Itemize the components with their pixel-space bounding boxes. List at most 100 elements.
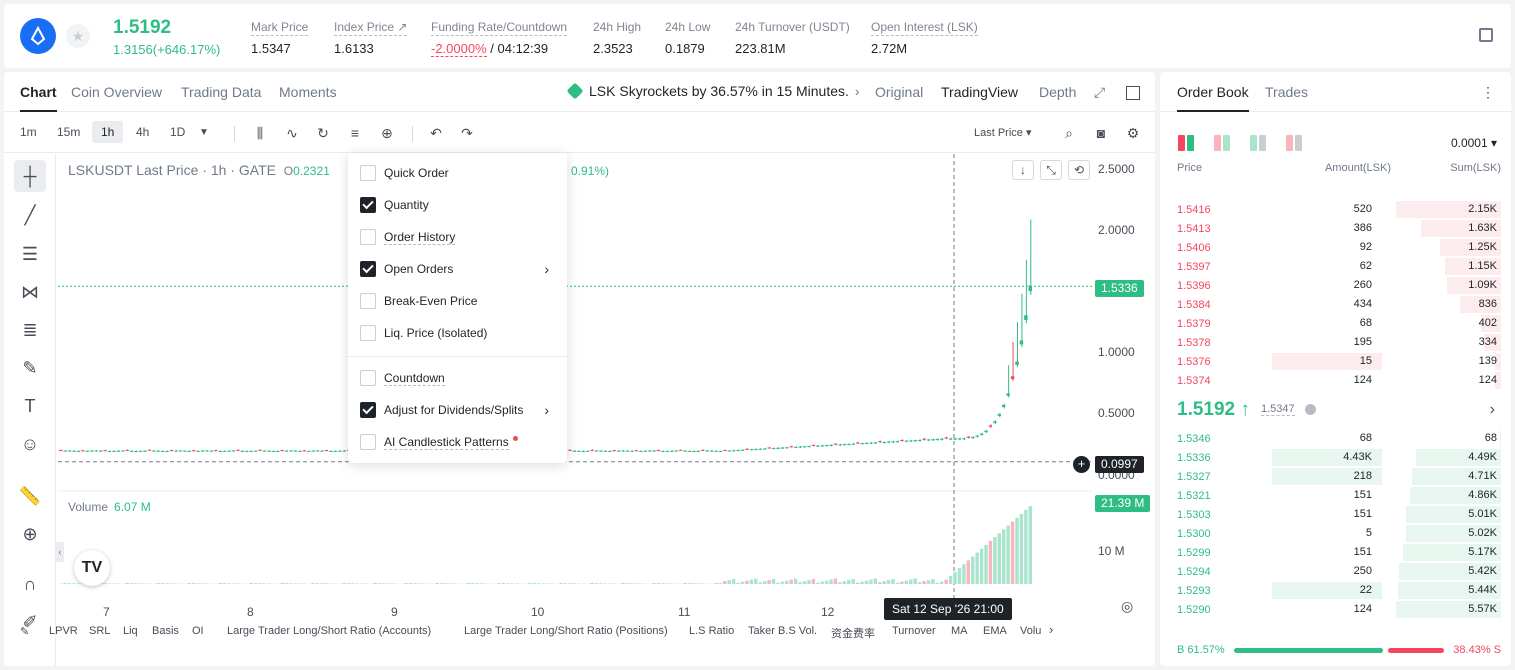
reset-view-icon[interactable]: ⟲ bbox=[1068, 160, 1090, 180]
bid-row[interactable]: 1.5294 250 5.42K bbox=[1160, 562, 1511, 581]
templates-icon[interactable]: ≡ bbox=[350, 125, 360, 141]
bid-row[interactable]: 1.5346 68 68 bbox=[1160, 429, 1511, 448]
indicator-item[interactable]: Volu bbox=[1020, 625, 1042, 637]
view-tradingview[interactable]: TradingView bbox=[941, 84, 1019, 100]
undo-icon[interactable]: ↶ bbox=[430, 125, 442, 141]
text-tool-icon[interactable]: T bbox=[24, 395, 36, 416]
indicator-item[interactable]: L.S Ratio bbox=[689, 625, 735, 637]
indicator-item[interactable]: Basis bbox=[152, 625, 179, 637]
zoom-in-icon[interactable]: ⊕ bbox=[22, 523, 38, 544]
scroll-down-icon[interactable]: ↓ bbox=[1012, 160, 1034, 180]
dd-quantity[interactable]: Quantity bbox=[360, 195, 555, 215]
dd-open-orders[interactable]: Open Orders › bbox=[360, 259, 555, 279]
stat-open-interest[interactable]: Open Interest (LSK) 2.72M bbox=[871, 18, 978, 56]
checkbox[interactable] bbox=[360, 293, 376, 309]
ask-row[interactable]: 1.5416 520 2.15K bbox=[1160, 200, 1511, 219]
timeframe-4h[interactable]: 4h bbox=[136, 125, 150, 139]
camera-icon[interactable]: ◙ bbox=[1096, 125, 1106, 141]
checkbox[interactable] bbox=[360, 197, 376, 213]
timeframe-dropdown-icon[interactable]: ▼ bbox=[199, 127, 209, 138]
emoji-icon[interactable]: ☺ bbox=[20, 433, 40, 454]
tab-chart[interactable]: Chart bbox=[20, 84, 57, 112]
chevron-right-icon[interactable]: › bbox=[1489, 401, 1495, 418]
indicator-item[interactable]: Turnover bbox=[892, 625, 936, 637]
stat-funding-rate[interactable]: Funding Rate/Countdown -2.0000% / 04:12:… bbox=[431, 18, 568, 57]
indicator-item[interactable]: EMA bbox=[983, 625, 1007, 637]
layout-bids-icon[interactable] bbox=[1250, 135, 1266, 151]
view-depth[interactable]: Depth bbox=[1039, 84, 1077, 100]
price-plot[interactable]: LSKUSDT Last Price · 1h · GATE O0.2321 0… bbox=[56, 154, 1133, 666]
ask-row[interactable]: 1.5413 386 1.63K bbox=[1160, 219, 1511, 238]
indicator-item[interactable]: OI bbox=[192, 625, 204, 637]
ask-row[interactable]: 1.5384 434 836 bbox=[1160, 295, 1511, 314]
axis-settings-icon[interactable]: ◎ bbox=[1121, 598, 1134, 614]
view-original[interactable]: Original bbox=[875, 84, 924, 100]
tab-trades[interactable]: Trades bbox=[1265, 84, 1309, 100]
dd-order-history[interactable]: Order History bbox=[360, 227, 555, 247]
refresh-icon[interactable]: ↻ bbox=[317, 125, 329, 141]
ruler-icon[interactable]: 📏 bbox=[18, 485, 42, 506]
indicator-item[interactable]: SRL bbox=[89, 625, 111, 637]
gear-icon[interactable]: ⚙ bbox=[1126, 125, 1140, 141]
checkbox[interactable] bbox=[360, 325, 376, 341]
book-icon[interactable] bbox=[1479, 28, 1493, 42]
crosshair-icon[interactable]: ┼ bbox=[14, 160, 46, 192]
checkbox[interactable] bbox=[360, 165, 376, 181]
stat-index-price[interactable]: Index Price ↗ 1.6133 bbox=[334, 18, 408, 56]
layout-both-icon[interactable] bbox=[1178, 135, 1194, 151]
candlestick-chart[interactable] bbox=[58, 154, 1092, 614]
dd-ai-patterns[interactable]: AI Candlestick Patterns bbox=[360, 432, 555, 452]
fib-icon[interactable]: ≣ bbox=[22, 319, 38, 340]
indicator-item[interactable]: MA bbox=[951, 625, 968, 637]
layout-asks-only-icon[interactable] bbox=[1286, 135, 1302, 151]
stat-mark-price[interactable]: Mark Price 1.5347 bbox=[251, 18, 309, 56]
lock-drawing-icon[interactable]: ✐ bbox=[22, 611, 38, 632]
checkbox[interactable] bbox=[360, 229, 376, 245]
dd-countdown[interactable]: Countdown bbox=[360, 368, 555, 388]
hlines-icon[interactable]: ☰ bbox=[21, 243, 39, 264]
ask-row[interactable]: 1.5406 92 1.25K bbox=[1160, 238, 1511, 257]
more-options-icon[interactable]: ⋮ bbox=[1481, 84, 1495, 100]
indicator-item[interactable]: 资金费率 bbox=[831, 628, 875, 640]
fullscreen-icon[interactable] bbox=[1126, 86, 1140, 100]
expand-icon[interactable]: ⤢ bbox=[1094, 84, 1106, 100]
timeframe-1h[interactable]: 1h bbox=[92, 121, 124, 143]
checkbox[interactable] bbox=[360, 261, 376, 277]
edit-indicators-icon[interactable]: ✎ bbox=[20, 626, 30, 638]
tradingview-logo[interactable]: TV bbox=[74, 550, 110, 586]
redo-icon[interactable]: ↷ bbox=[461, 125, 473, 141]
search-icon[interactable]: ⌕ bbox=[1065, 125, 1073, 141]
price-source-select[interactable]: Last Price ▾ bbox=[974, 127, 1032, 139]
tab-order-book[interactable]: Order Book bbox=[1177, 84, 1249, 112]
news-ticker[interactable]: LSK Skyrockets by 36.57% in 15 Minutes. … bbox=[566, 82, 860, 100]
ask-row[interactable]: 1.5374 124 124 bbox=[1160, 371, 1511, 390]
candlestick-type-icon[interactable]: ⫼ bbox=[256, 125, 264, 141]
brush-icon[interactable]: ✎ bbox=[22, 357, 38, 378]
price-axis[interactable]: 2.5000 2.0000 1.0000 0.5000 0.0000 10 M bbox=[1092, 154, 1155, 666]
indicator-item[interactable]: Large Trader Long/Short Ratio (Positions… bbox=[464, 625, 668, 637]
ask-row[interactable]: 1.5379 68 402 bbox=[1160, 314, 1511, 333]
dd-break-even[interactable]: Break-Even Price bbox=[360, 291, 555, 311]
bid-row[interactable]: 1.5321 151 4.86K bbox=[1160, 486, 1511, 505]
magnet-icon[interactable]: ∩ bbox=[23, 573, 37, 594]
timeframe-1d[interactable]: 1D bbox=[170, 125, 186, 139]
indicator-item[interactable]: Large Trader Long/Short Ratio (Accounts) bbox=[227, 625, 432, 637]
bid-row[interactable]: 1.5303 151 5.01K bbox=[1160, 505, 1511, 524]
bid-row[interactable]: 1.5327 218 4.71K bbox=[1160, 467, 1511, 486]
pattern-icon[interactable]: ⋈ bbox=[21, 281, 39, 302]
collapse-icon[interactable]: ⤡ bbox=[1040, 160, 1062, 180]
checkbox[interactable] bbox=[360, 370, 376, 386]
tab-trading-data[interactable]: Trading Data bbox=[181, 84, 262, 100]
ask-row[interactable]: 1.5397 62 1.15K bbox=[1160, 257, 1511, 276]
precision-select[interactable]: 0.0001 ▾ bbox=[1450, 136, 1497, 150]
chevron-right-icon[interactable]: › bbox=[1049, 622, 1054, 637]
indicators-icon[interactable]: ∿ bbox=[286, 125, 298, 141]
indicator-item[interactable]: LPVR bbox=[49, 625, 78, 637]
ask-row[interactable]: 1.5376 15 139 bbox=[1160, 352, 1511, 371]
indicator-item[interactable]: Liq bbox=[123, 625, 138, 637]
add-alert-icon[interactable]: + bbox=[1073, 456, 1090, 473]
bid-row[interactable]: 1.5336 4.43K 4.49K bbox=[1160, 448, 1511, 467]
checkbox[interactable] bbox=[360, 434, 376, 450]
dd-adjust-dividends[interactable]: Adjust for Dividends/Splits › bbox=[360, 400, 555, 420]
tab-moments[interactable]: Moments bbox=[279, 84, 337, 100]
